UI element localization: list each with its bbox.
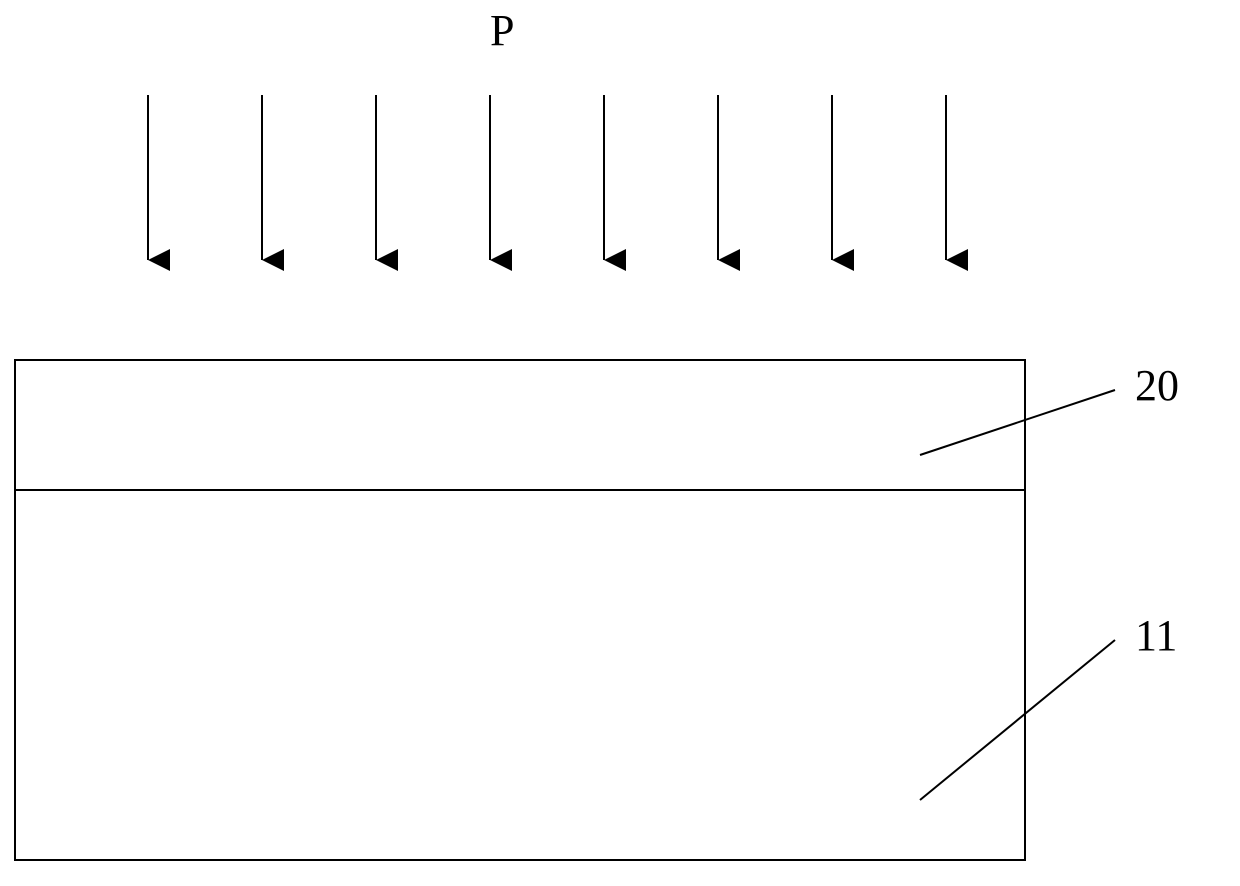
label-11: 11 bbox=[1135, 611, 1177, 660]
leader-line-20 bbox=[920, 390, 1115, 455]
diagram-canvas: P 20 11 bbox=[0, 0, 1240, 886]
leader-line-11 bbox=[920, 640, 1115, 800]
pressure-arrows bbox=[148, 95, 946, 260]
layer-outline bbox=[15, 360, 1025, 860]
label-20: 20 bbox=[1135, 361, 1179, 410]
label-p: P bbox=[490, 6, 514, 55]
